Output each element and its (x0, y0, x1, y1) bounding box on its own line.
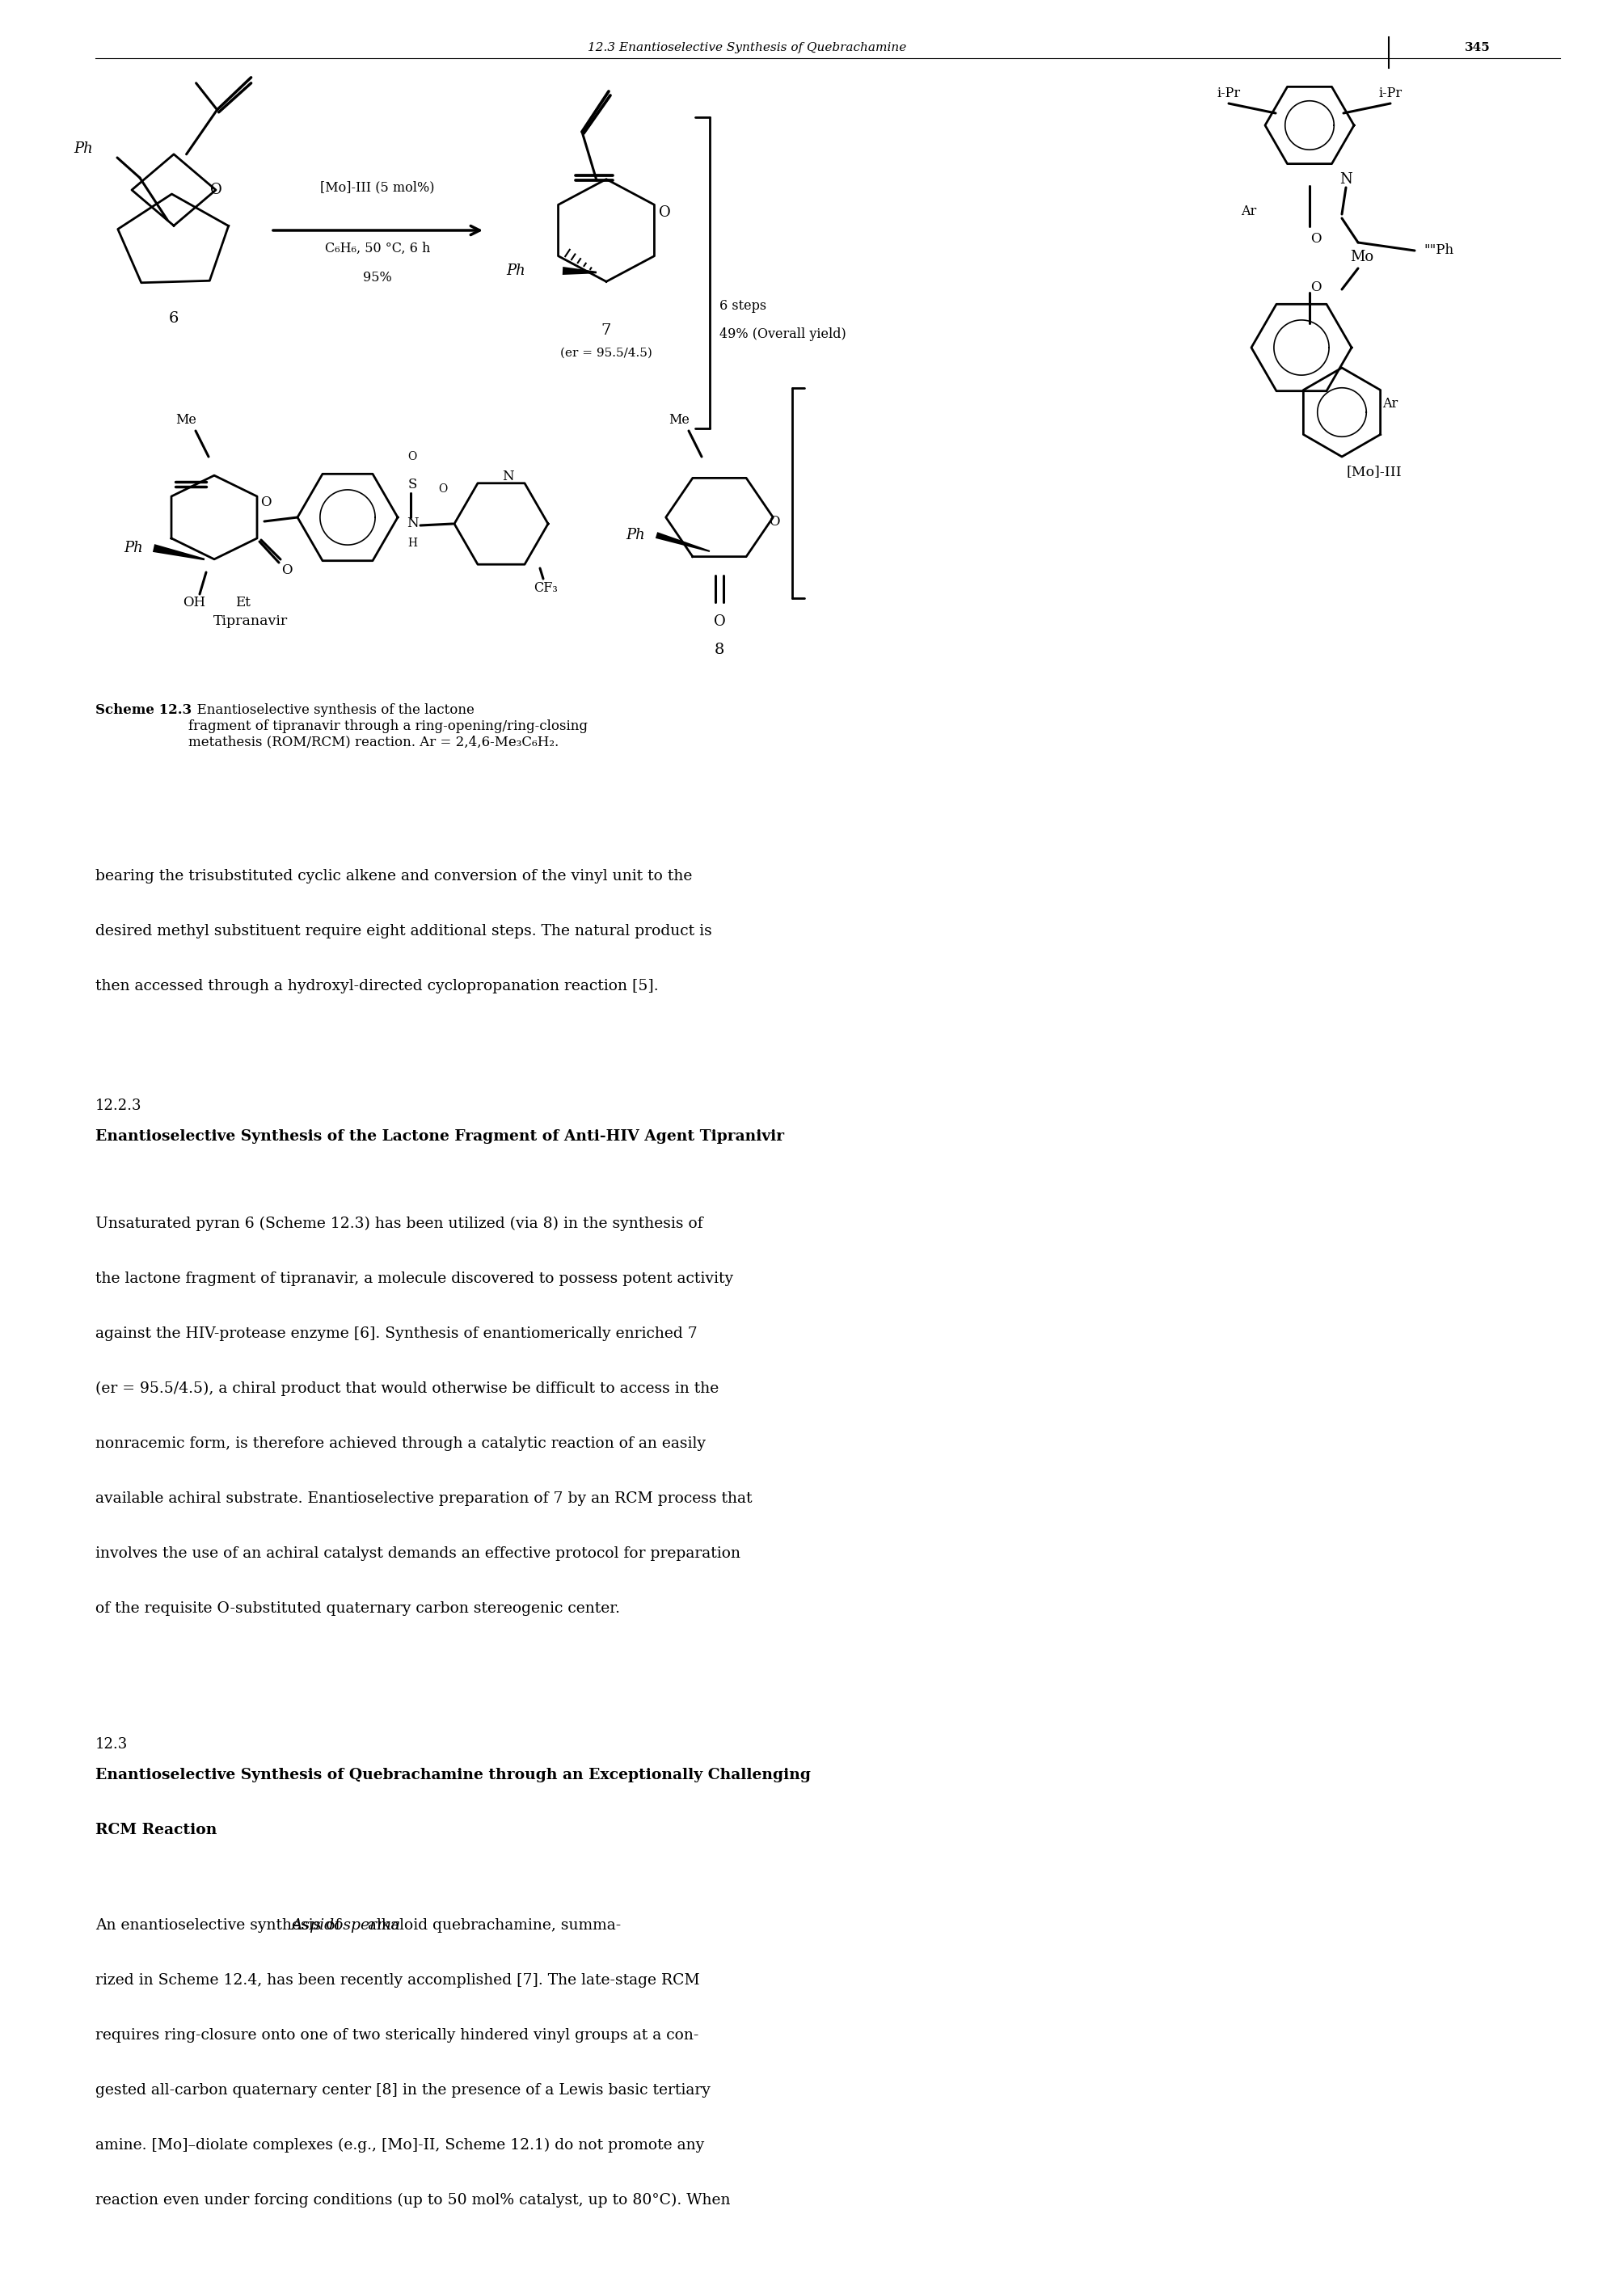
Text: Enantioselective Synthesis of Quebrachamine through an Exceptionally Challenging: Enantioselective Synthesis of Quebracham… (96, 1768, 810, 1782)
Text: RCM Reaction: RCM Reaction (96, 1823, 218, 1837)
Text: of the requisite O-substituted quaternary carbon stereogenic center.: of the requisite O-substituted quaternar… (96, 1601, 620, 1617)
Text: O: O (209, 183, 222, 197)
Text: O: O (260, 497, 271, 511)
Text: Ar: Ar (1382, 396, 1398, 410)
Text: Ph: Ph (507, 263, 526, 277)
Polygon shape (562, 266, 596, 275)
Text: O: O (438, 483, 448, 495)
Text: 7: 7 (601, 323, 611, 339)
Text: rized in Scheme 12.4, has been recently accomplished [7]. The late-stage RCM: rized in Scheme 12.4, has been recently … (96, 1974, 700, 1988)
Text: An enantioselective synthesis of: An enantioselective synthesis of (96, 1919, 346, 1933)
Text: N: N (502, 469, 513, 483)
Text: available achiral substrate. Enantioselective preparation of 7 by an RCM process: available achiral substrate. Enantiosele… (96, 1491, 752, 1507)
Text: O: O (768, 515, 780, 529)
Text: H: H (408, 538, 417, 550)
Text: Unsaturated pyran 6 (Scheme 12.3) has been utilized (via 8) in the synthesis of: Unsaturated pyran 6 (Scheme 12.3) has be… (96, 1216, 703, 1232)
Text: Me: Me (175, 414, 197, 428)
Text: Enantioselective synthesis of the lactone
fragment of tipranavir through a ring-: Enantioselective synthesis of the lacton… (188, 703, 588, 749)
Text: 12.3 Enantioselective Synthesis of Quebrachamine: 12.3 Enantioselective Synthesis of Quebr… (588, 41, 906, 53)
Text: then accessed through a hydroxyl-directed cyclopropanation reaction [5].: then accessed through a hydroxyl-directe… (96, 978, 658, 994)
Text: involves the use of an achiral catalyst demands an effective protocol for prepar: involves the use of an achiral catalyst … (96, 1546, 741, 1562)
Text: O: O (281, 563, 292, 577)
Text: reaction even under forcing conditions (up to 50 mol% catalyst, up to 80°C). Whe: reaction even under forcing conditions (… (96, 2194, 731, 2208)
Text: O: O (1311, 231, 1322, 245)
Text: nonracemic form, is therefore achieved through a catalytic reaction of an easily: nonracemic form, is therefore achieved t… (96, 1436, 706, 1452)
Text: 12.3: 12.3 (96, 1738, 128, 1752)
Text: 6: 6 (169, 311, 179, 325)
Text: Enantioselective Synthesis of the Lactone Fragment of Anti-HIV Agent Tipranivir: Enantioselective Synthesis of the Lacton… (96, 1129, 784, 1143)
Text: N: N (406, 518, 417, 531)
Text: CF₃: CF₃ (534, 582, 557, 595)
Text: [Mo]-III (5 mol%): [Mo]-III (5 mol%) (320, 181, 435, 195)
Polygon shape (153, 545, 205, 561)
Text: 12.2.3: 12.2.3 (96, 1099, 141, 1113)
Text: Et: Et (235, 595, 250, 609)
Text: O: O (713, 614, 726, 630)
Text: Scheme 12.3: Scheme 12.3 (96, 703, 192, 717)
Text: Ph: Ph (123, 540, 143, 554)
Text: O: O (408, 451, 417, 463)
Text: 6 steps: 6 steps (719, 300, 767, 314)
Text: Ph: Ph (73, 142, 93, 156)
Text: bearing the trisubstituted cyclic alkene and conversion of the vinyl unit to the: bearing the trisubstituted cyclic alkene… (96, 868, 692, 884)
Text: 95%: 95% (364, 270, 391, 284)
Text: C₆H₆, 50 °C, 6 h: C₆H₆, 50 °C, 6 h (325, 243, 430, 256)
Text: gested all-carbon quaternary center [8] in the presence of a Lewis basic tertiar: gested all-carbon quaternary center [8] … (96, 2084, 710, 2098)
Text: amine. [Mo]–diolate complexes (e.g., [Mo]-II, Scheme 12.1) do not promote any: amine. [Mo]–diolate complexes (e.g., [Mo… (96, 2139, 705, 2153)
Text: the lactone fragment of tipranavir, a molecule discovered to possess potent acti: the lactone fragment of tipranavir, a mo… (96, 1271, 734, 1287)
Text: [Mo]-III: [Mo]-III (1346, 465, 1402, 479)
Text: Mo: Mo (1350, 250, 1374, 263)
Text: (er = 95.5/4.5), a chiral product that would otherwise be difficult to access in: (er = 95.5/4.5), a chiral product that w… (96, 1381, 719, 1397)
Text: S: S (408, 479, 417, 492)
Text: desired methyl substituent require eight additional steps. The natural product i: desired methyl substituent require eight… (96, 923, 711, 939)
Text: (er = 95.5/4.5): (er = 95.5/4.5) (560, 348, 653, 360)
Text: O: O (1311, 279, 1322, 293)
Text: N: N (1340, 172, 1353, 188)
Text: 49% (Overall yield): 49% (Overall yield) (719, 327, 846, 341)
Text: Ph: Ph (625, 527, 645, 543)
Text: 345: 345 (1465, 41, 1491, 53)
Text: O: O (658, 206, 671, 220)
Polygon shape (656, 531, 710, 552)
Text: Ar: Ar (1241, 204, 1257, 218)
Text: against the HIV-protease enzyme [6]. Synthesis of enantiomerically enriched 7: against the HIV-protease enzyme [6]. Syn… (96, 1326, 697, 1342)
Text: i-Pr: i-Pr (1216, 87, 1241, 101)
Text: 8: 8 (715, 643, 724, 657)
Text: alkaloid quebrachamine, summa-: alkaloid quebrachamine, summa- (362, 1919, 620, 1933)
Text: i-Pr: i-Pr (1379, 87, 1402, 101)
Text: ""Ph: ""Ph (1424, 243, 1453, 256)
Text: OH: OH (182, 595, 205, 609)
Text: Me: Me (669, 414, 690, 428)
Text: requires ring-closure onto one of two sterically hindered vinyl groups at a con-: requires ring-closure onto one of two st… (96, 2029, 698, 2043)
Text: Tipranavir: Tipranavir (213, 614, 287, 627)
Text: Aspidosperma: Aspidosperma (291, 1919, 401, 1933)
